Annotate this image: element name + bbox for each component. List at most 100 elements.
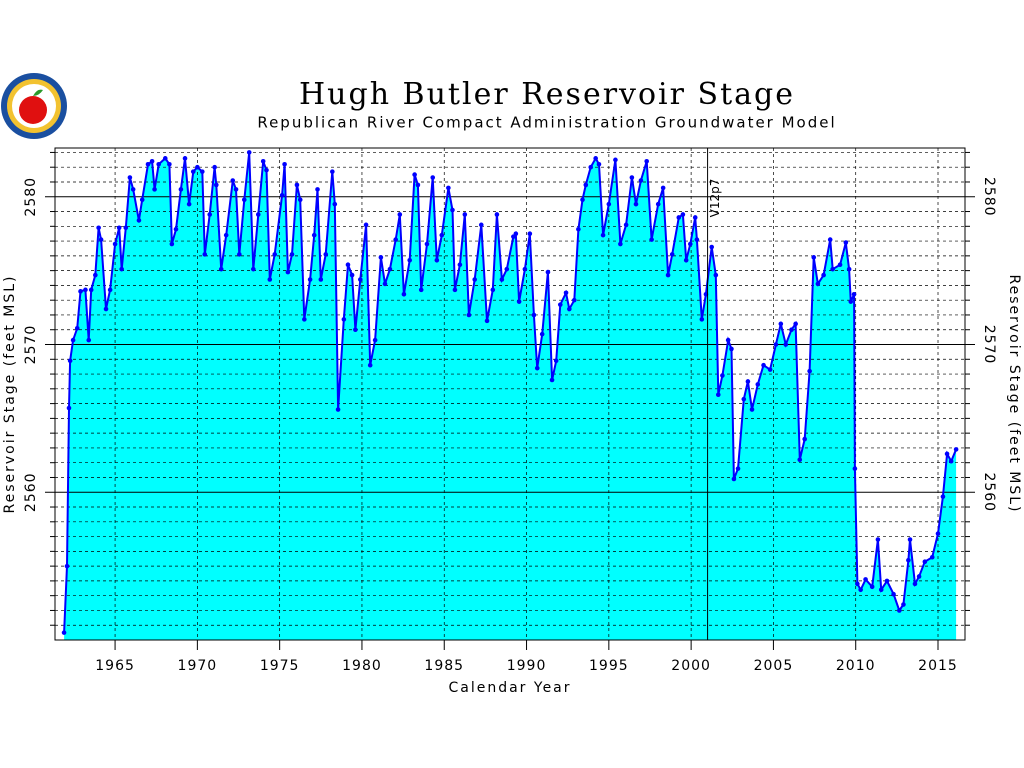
plot-frame bbox=[54, 147, 966, 641]
point bbox=[123, 225, 129, 231]
point bbox=[88, 287, 94, 293]
point bbox=[78, 289, 83, 294]
x-tick-label: 2000 bbox=[671, 658, 711, 674]
point bbox=[767, 367, 773, 372]
point bbox=[415, 182, 421, 188]
point bbox=[948, 458, 954, 464]
logo bbox=[1, 73, 67, 139]
point bbox=[446, 185, 451, 191]
point bbox=[715, 392, 721, 398]
point bbox=[773, 342, 779, 347]
point bbox=[169, 241, 175, 247]
point bbox=[655, 201, 661, 207]
point bbox=[246, 150, 252, 155]
point bbox=[401, 291, 407, 297]
point bbox=[272, 252, 278, 257]
point bbox=[434, 257, 440, 263]
x-tick-label: 1990 bbox=[507, 658, 547, 674]
point bbox=[67, 358, 73, 364]
point bbox=[83, 287, 88, 293]
point bbox=[513, 231, 519, 236]
point bbox=[70, 337, 76, 343]
point bbox=[457, 262, 463, 268]
point bbox=[223, 232, 229, 238]
point bbox=[484, 318, 490, 324]
y-tick-label-right: 2570 bbox=[981, 325, 997, 365]
point bbox=[692, 215, 698, 220]
point bbox=[735, 466, 741, 471]
point bbox=[878, 587, 884, 593]
point bbox=[212, 164, 217, 170]
point bbox=[858, 587, 863, 593]
point bbox=[588, 164, 594, 170]
point bbox=[494, 212, 500, 217]
point bbox=[745, 379, 751, 384]
point bbox=[241, 197, 247, 203]
point bbox=[341, 317, 347, 322]
point bbox=[901, 602, 906, 607]
point bbox=[669, 252, 675, 257]
point bbox=[64, 563, 70, 569]
point bbox=[534, 365, 540, 371]
point bbox=[576, 226, 581, 232]
point bbox=[439, 232, 445, 238]
point bbox=[907, 537, 913, 542]
point bbox=[472, 277, 477, 282]
point bbox=[629, 175, 635, 180]
point bbox=[891, 591, 896, 597]
y-tick-label-right: 2580 bbox=[981, 177, 997, 217]
x-tick-label: 1975 bbox=[260, 658, 300, 674]
point bbox=[683, 257, 689, 263]
point bbox=[349, 272, 355, 278]
point bbox=[571, 297, 577, 303]
point bbox=[412, 172, 417, 177]
point bbox=[418, 287, 424, 293]
point bbox=[843, 240, 849, 245]
point bbox=[424, 241, 430, 247]
point bbox=[593, 156, 598, 161]
point bbox=[195, 164, 200, 170]
point bbox=[731, 476, 737, 482]
point bbox=[855, 581, 860, 587]
point bbox=[807, 368, 812, 374]
point bbox=[953, 447, 959, 452]
point bbox=[821, 272, 826, 278]
y-tick-label: 2570 bbox=[23, 325, 39, 365]
point bbox=[74, 325, 80, 331]
point bbox=[665, 272, 671, 278]
point bbox=[255, 212, 261, 217]
point bbox=[680, 212, 686, 217]
point bbox=[96, 225, 101, 231]
point bbox=[944, 451, 950, 457]
point bbox=[531, 312, 537, 318]
point bbox=[553, 358, 559, 364]
point bbox=[152, 187, 157, 192]
point bbox=[623, 222, 629, 228]
point bbox=[940, 494, 946, 499]
point bbox=[330, 169, 335, 174]
point bbox=[516, 299, 522, 304]
point bbox=[713, 272, 719, 278]
point bbox=[699, 317, 705, 322]
x-tick-label: 1985 bbox=[424, 658, 464, 674]
point bbox=[279, 192, 285, 198]
point bbox=[848, 299, 854, 304]
point bbox=[916, 574, 922, 579]
point bbox=[335, 407, 341, 412]
point bbox=[580, 197, 585, 203]
point bbox=[557, 302, 563, 307]
point bbox=[127, 175, 133, 180]
point bbox=[549, 377, 555, 383]
point bbox=[207, 212, 213, 217]
point bbox=[755, 382, 761, 387]
point bbox=[644, 158, 649, 164]
point bbox=[358, 277, 363, 282]
point bbox=[233, 187, 239, 192]
point bbox=[178, 187, 184, 192]
point bbox=[837, 262, 843, 268]
x-tick-label: 2015 bbox=[918, 658, 958, 674]
point bbox=[372, 337, 378, 343]
point bbox=[323, 252, 329, 257]
y-axis-label: Reservoir Stage (feet MSL) bbox=[2, 274, 18, 513]
point bbox=[382, 281, 388, 287]
